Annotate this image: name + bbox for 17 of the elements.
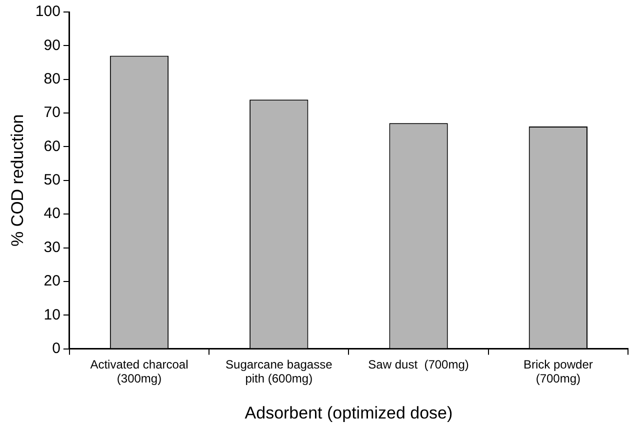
y-tick-label: 70 [44, 104, 60, 122]
x-tick-label: Brick powder (700mg) [524, 357, 593, 386]
y-tick-label: 90 [44, 36, 60, 54]
y-tick-label: 40 [44, 205, 60, 222]
y-tick-label: 80 [44, 70, 60, 88]
y-tick-label: 50 [44, 172, 60, 189]
x-axis-title: Adsorbent (optimized dose) [244, 403, 453, 422]
y-tick-label: 0 [52, 340, 60, 357]
x-tick-label: Activated charcoal (300mg) [90, 357, 188, 386]
y-axis-title: % COD reduction [8, 114, 27, 247]
y-tick-label: 10 [44, 306, 60, 324]
y-tick-label: 100 [35, 3, 60, 20]
y-tick-label: 30 [44, 238, 60, 256]
y-tick-label: 60 [44, 138, 60, 155]
x-tick-label: Sugarcane bagasse pith (600mg) [226, 357, 333, 386]
y-tick-label: 20 [44, 272, 60, 290]
x-tick-label: Saw dust (700mg) [368, 357, 469, 372]
